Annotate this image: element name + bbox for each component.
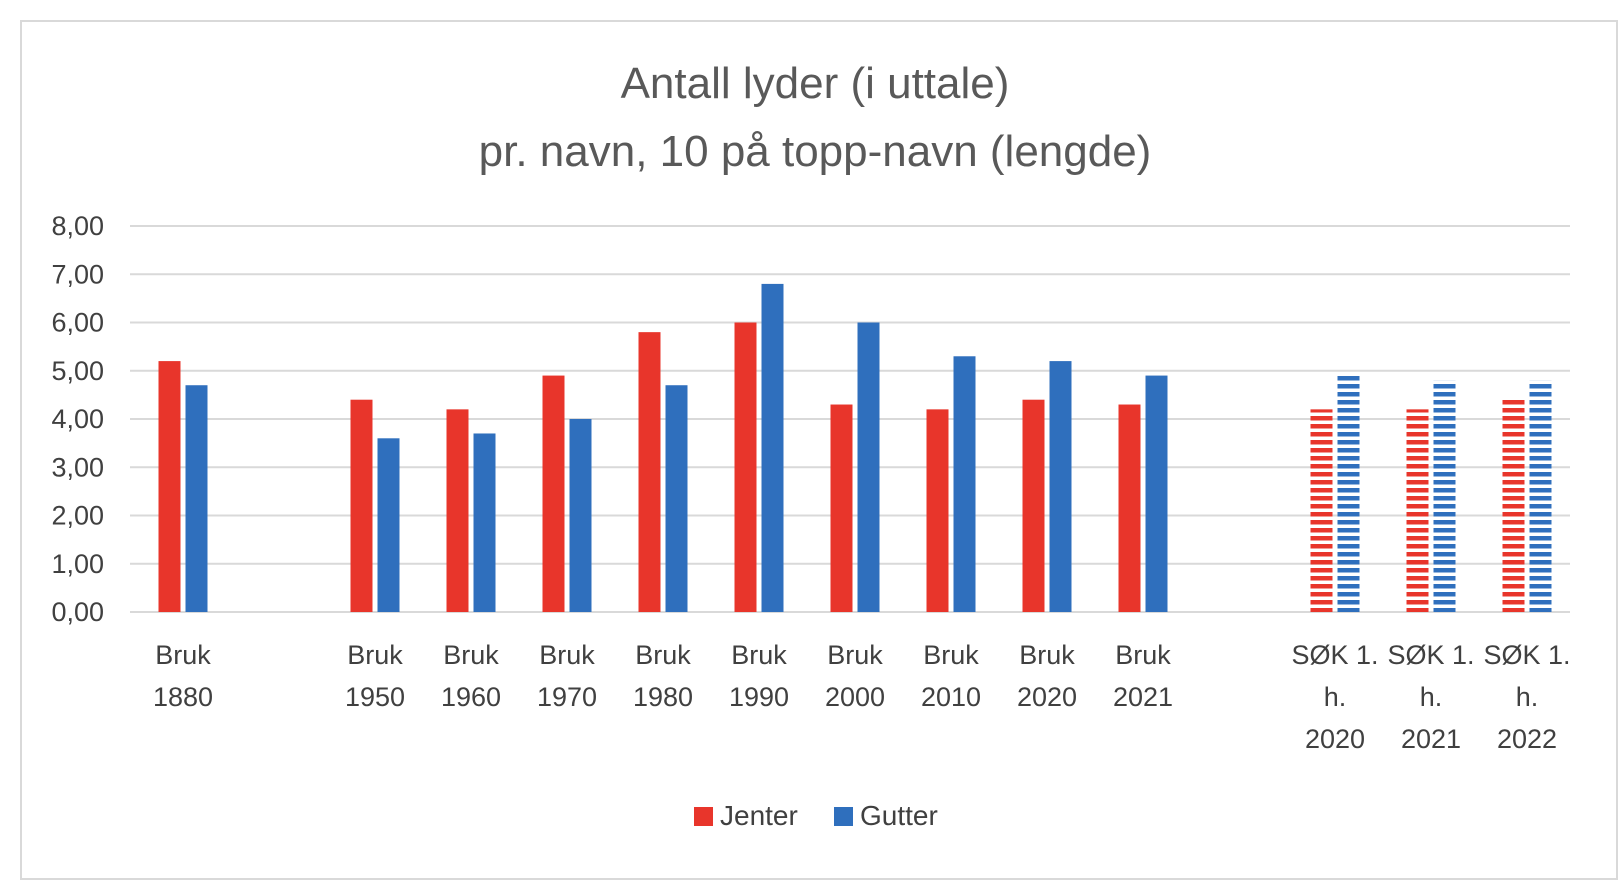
bar-jenter [1118, 404, 1141, 612]
chart-title-line-2: pr. navn, 10 på topp-navn (lengde) [479, 127, 1152, 176]
y-tick-label: 7,00 [51, 259, 104, 289]
bar-jenter [158, 361, 181, 612]
bar-gutter [1145, 375, 1168, 612]
category-label: SØK 1. h. 2020 [1291, 640, 1378, 754]
bar-gutter [1529, 380, 1552, 612]
bar-jenter [350, 399, 373, 612]
y-tick-label: 0,00 [51, 597, 104, 627]
legend-swatch-jenter [694, 807, 713, 826]
legend-swatch-gutter [834, 807, 853, 826]
legend: Jenter Gutter [694, 800, 938, 831]
y-axis-ticks: 0,00 1,00 2,00 3,00 4,00 5,00 6,00 7,00 8,00 [51, 211, 104, 627]
bar-jenter [1310, 409, 1333, 612]
bar-gutter [1433, 380, 1456, 612]
y-tick-label: 2,00 [51, 501, 104, 531]
bar-jenter [1502, 397, 1525, 612]
bar-jenter [446, 409, 469, 612]
y-tick-label: 6,00 [51, 308, 104, 338]
bar-jenter [638, 332, 661, 612]
bar-jenter [734, 322, 757, 612]
bar-gutter [953, 356, 976, 612]
bar-jenter [830, 404, 853, 612]
category-labels: Bruk 1880 Bruk 1950 Bruk 1960 Bruk 1970 Bruk 1980… [153, 640, 1571, 754]
bar-gutter [665, 385, 688, 612]
category-label: Bruk 2021 [1113, 640, 1173, 712]
bar-gutter [185, 385, 208, 612]
bar-jenter [926, 409, 949, 612]
category-label: Bruk 2020 [1017, 640, 1077, 712]
category-label: Bruk 2000 [825, 640, 885, 712]
y-tick-label: 1,00 [51, 549, 104, 579]
chart-frame [20, 20, 1618, 880]
bar-gutter [1337, 373, 1360, 612]
category-label: Bruk 1970 [537, 640, 597, 712]
y-tick-label: 3,00 [51, 452, 104, 482]
category-label: Bruk 1950 [345, 640, 405, 712]
chart-title-line-1: Antall lyder (i uttale) [621, 59, 1010, 108]
category-label: Bruk 2010 [921, 640, 981, 712]
bar-gutter [857, 322, 880, 612]
bar-gutter [569, 419, 592, 612]
bars [158, 283, 1552, 612]
category-label: Bruk 1980 [633, 640, 693, 712]
bar-jenter [1406, 409, 1429, 612]
category-label: SØK 1. h. 2021 [1387, 640, 1474, 754]
legend-label-jenter: Jenter [720, 800, 798, 831]
category-label: SØK 1. h. 2022 [1483, 640, 1570, 754]
bar-gutter [473, 433, 496, 612]
y-tick-label: 4,00 [51, 404, 104, 434]
bar-gutter [761, 283, 784, 612]
legend-label-gutter: Gutter [860, 800, 938, 831]
category-label: Bruk 1990 [729, 640, 789, 712]
y-tick-label: 5,00 [51, 356, 104, 386]
bar-gutter [1049, 361, 1072, 612]
y-tick-label: 8,00 [51, 211, 104, 241]
category-label: Bruk 1960 [441, 640, 501, 712]
bar-jenter [1022, 399, 1045, 612]
category-label: Bruk 1880 [153, 640, 213, 712]
bar-gutter [377, 438, 400, 612]
bar-jenter [542, 375, 565, 612]
